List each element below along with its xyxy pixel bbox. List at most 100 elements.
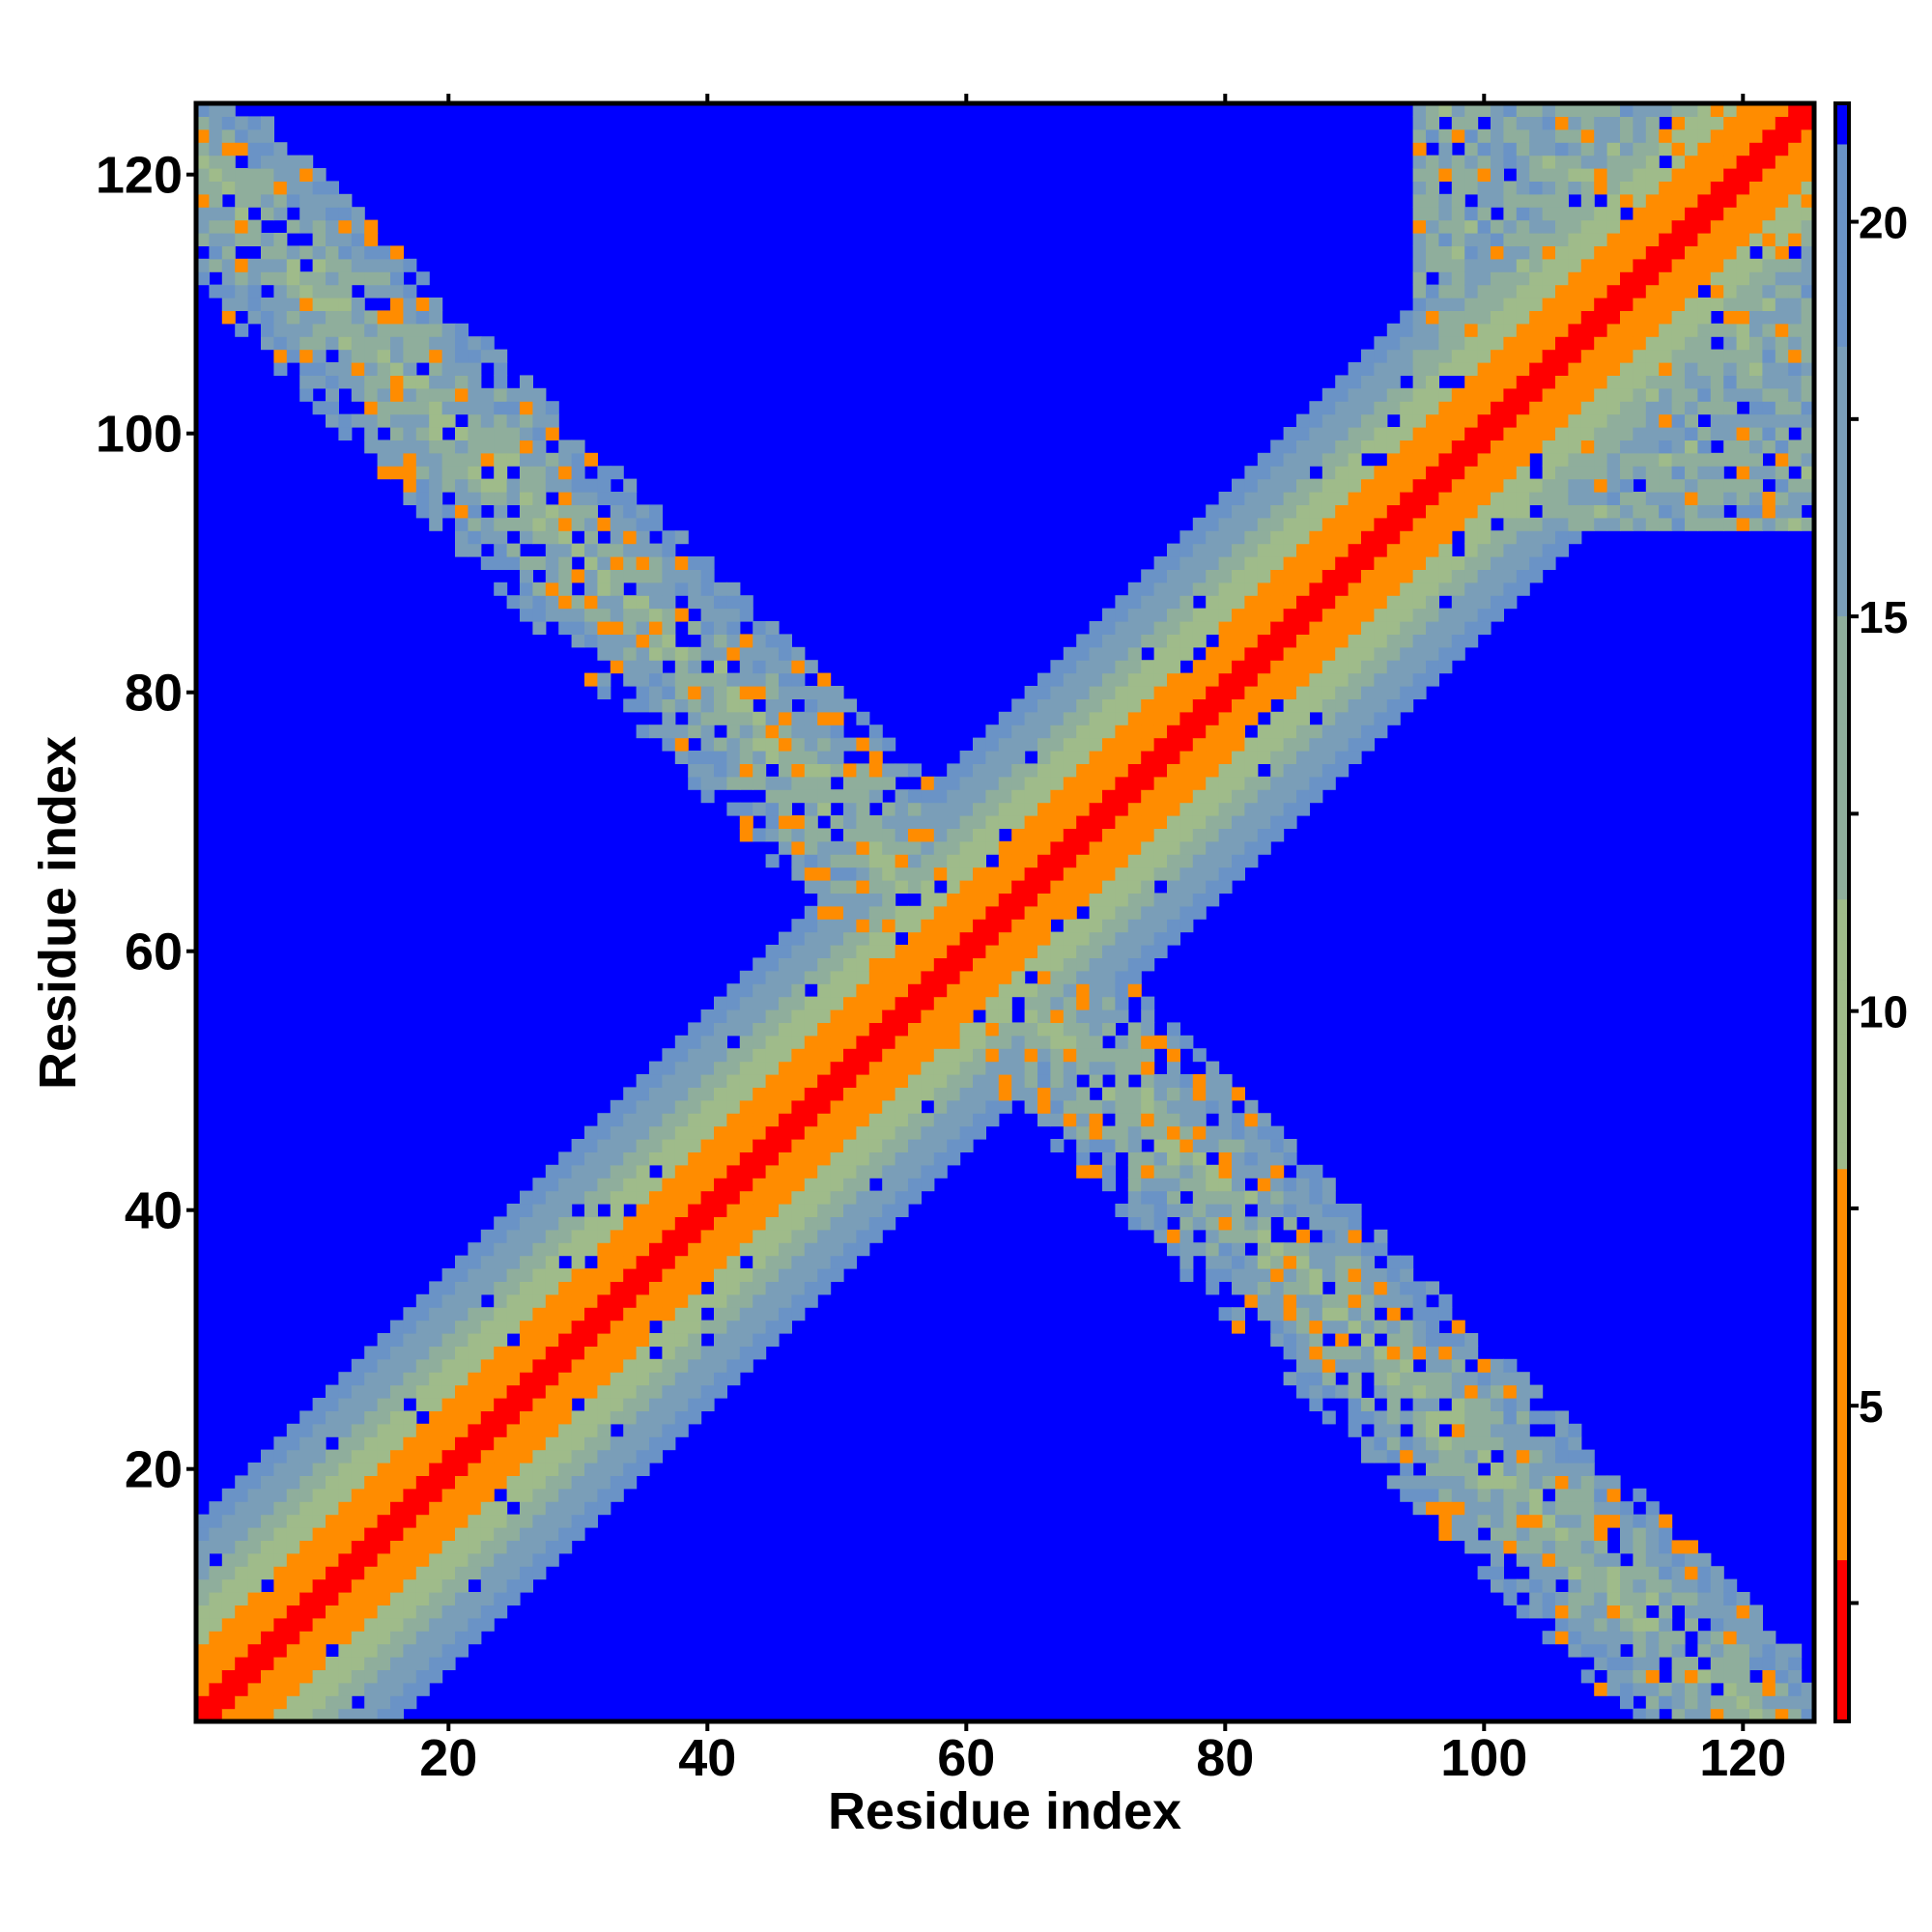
heatmap-cell	[364, 375, 379, 389]
heatmap-cell	[429, 375, 443, 389]
heatmap-cell	[1606, 452, 1621, 467]
heatmap-cell	[856, 711, 870, 725]
heatmap-cell	[338, 258, 353, 272]
heatmap-cell	[1451, 1475, 1465, 1490]
heatmap-cell	[1296, 582, 1310, 596]
heatmap-cell	[480, 1592, 495, 1605]
heatmap-cell	[351, 1592, 365, 1605]
heatmap-cell	[403, 258, 417, 272]
heatmap-cell	[1580, 1488, 1595, 1502]
heatmap-cell	[506, 1255, 521, 1269]
heatmap-cell	[247, 1475, 262, 1490]
heatmap-cell	[688, 1048, 702, 1063]
heatmap-cell	[1309, 646, 1323, 661]
heatmap-cell	[623, 1346, 638, 1360]
heatmap-cell	[1503, 1410, 1518, 1425]
heatmap-cell	[1257, 634, 1271, 648]
heatmap-cell	[636, 1293, 650, 1308]
heatmap-cell	[273, 1488, 288, 1502]
heatmap-cell	[1580, 219, 1595, 234]
heatmap-cell	[1179, 1099, 1194, 1114]
heatmap-cell	[1594, 1566, 1608, 1580]
heatmap-cell	[1296, 737, 1310, 752]
heatmap-cell	[1244, 1151, 1259, 1166]
heatmap-cell	[1477, 219, 1492, 234]
heatmap-cell	[985, 840, 1000, 855]
heatmap-cell	[1296, 466, 1310, 480]
heatmap-cell	[714, 737, 727, 752]
heatmap-cell	[480, 1514, 495, 1528]
heatmap-cell	[1309, 1190, 1323, 1205]
heatmap-cell	[779, 996, 792, 1010]
heatmap-cell	[584, 1125, 598, 1140]
heatmap-cell	[1102, 1125, 1116, 1140]
heatmap-cell	[1244, 751, 1259, 764]
heatmap-cell	[998, 867, 1012, 881]
heatmap-cell	[1102, 698, 1116, 713]
heatmap-cell	[1192, 751, 1207, 764]
heatmap-cell	[584, 1333, 598, 1347]
heatmap-cell	[973, 840, 986, 855]
heatmap-cell	[1568, 1605, 1582, 1619]
heatmap-cell	[415, 427, 430, 440]
heatmap-cell	[1451, 298, 1465, 311]
heatmap-cell	[312, 298, 327, 311]
heatmap-cell	[1620, 155, 1634, 169]
heatmap-cell	[610, 1178, 624, 1192]
heatmap-cell	[1063, 1061, 1077, 1075]
heatmap-cell	[1580, 1552, 1595, 1567]
heatmap-cell	[1594, 103, 1608, 117]
heatmap-cell	[1555, 219, 1569, 234]
heatmap-cell	[1438, 336, 1453, 351]
heatmap-cell	[597, 569, 611, 583]
heatmap-cell	[921, 1164, 935, 1179]
heatmap-cell	[584, 1164, 598, 1179]
heatmap-cell	[1244, 698, 1259, 713]
heatmap-cell	[247, 1695, 262, 1710]
heatmap-cell	[1153, 672, 1168, 687]
heatmap-cell	[597, 1410, 611, 1425]
heatmap-cell	[753, 1216, 767, 1231]
heatmap-cell	[312, 1669, 327, 1684]
heatmap-cell	[1516, 142, 1530, 156]
heatmap-cell	[959, 1009, 974, 1023]
heatmap-cell	[1335, 1268, 1350, 1282]
heatmap-cell	[1412, 128, 1427, 143]
heatmap-cell	[532, 440, 547, 454]
heatmap-cell	[1503, 336, 1518, 351]
heatmap-cell	[1141, 996, 1155, 1010]
heatmap-cell	[1620, 466, 1634, 480]
heatmap-cell	[830, 698, 844, 713]
heatmap-cell	[1412, 1501, 1427, 1516]
heatmap-cell	[1348, 569, 1362, 583]
heatmap-cell	[1426, 1358, 1439, 1373]
heatmap-cell	[1296, 646, 1310, 661]
heatmap-cell	[1477, 387, 1492, 402]
heatmap-cell	[520, 595, 533, 610]
heatmap-cell	[209, 245, 223, 260]
heatmap-cell	[1529, 219, 1544, 234]
heatmap-cell	[235, 1592, 249, 1605]
heatmap-cell	[286, 1566, 300, 1580]
heatmap-cell	[1115, 1074, 1129, 1088]
heatmap-cell	[286, 1436, 300, 1451]
heatmap-cell	[299, 1475, 314, 1490]
heatmap-cell	[1153, 569, 1168, 583]
heatmap-cell	[1412, 660, 1427, 674]
heatmap-cell	[545, 1229, 559, 1243]
heatmap-cell	[494, 517, 508, 531]
heatmap-cell	[1063, 1009, 1077, 1023]
heatmap-cell	[674, 556, 689, 570]
heatmap-cell	[377, 1605, 391, 1619]
heatmap-cell	[649, 543, 663, 557]
heatmap-cell	[856, 1229, 870, 1243]
heatmap-cell	[403, 1410, 417, 1425]
heatmap-cell	[1412, 1281, 1427, 1295]
heatmap-cell	[1374, 504, 1388, 519]
heatmap-cell	[985, 905, 1000, 920]
heatmap-cell	[1179, 840, 1194, 855]
heatmap-cell	[868, 1035, 883, 1049]
heatmap-cell	[1555, 1436, 1569, 1451]
heatmap-cell	[830, 1035, 844, 1049]
heatmap-cell	[1192, 1074, 1207, 1088]
